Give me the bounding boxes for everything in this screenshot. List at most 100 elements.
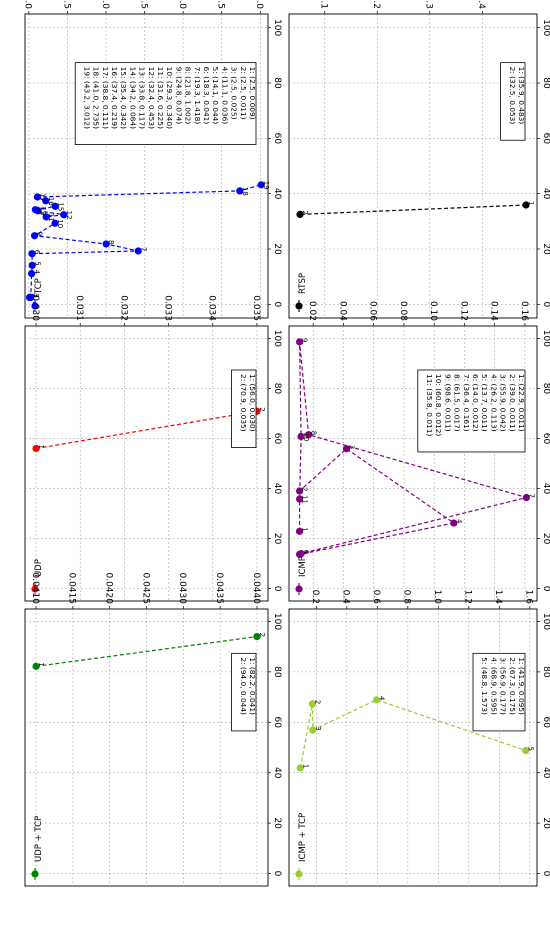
point-label: 9	[301, 338, 309, 342]
y-tick-label: 0.6	[371, 590, 381, 605]
y-tick-label: 0.031	[74, 295, 84, 321]
annotation-line: 11: (35.8, 0.011)	[425, 374, 434, 436]
annotation-line: 2: (70.9, 0.035)	[239, 374, 248, 432]
annotation-line: 2: (39.0, 0.011)	[508, 374, 517, 432]
annotation-line: 17: (38.8, 0.111)	[101, 67, 110, 129]
annotation-line: 15: (35.4, 0.342)	[119, 67, 128, 129]
x-tick-label: 80	[272, 666, 282, 678]
data-point	[236, 187, 244, 195]
data-point	[295, 338, 304, 346]
x-tick-label: 40	[541, 483, 550, 495]
point-label: 5	[33, 261, 41, 265]
data-point	[33, 193, 42, 201]
y-axis: 0.1 0.2 0.3 0.4	[319, 0, 486, 318]
x-tick-label: 20	[272, 243, 282, 255]
y-tick-label: 0.0430	[177, 573, 187, 605]
series-line	[35, 410, 258, 450]
y-tick-label: 0.032	[118, 295, 128, 321]
point-label: 16	[47, 197, 55, 206]
y-tick-label: 0.0420	[104, 573, 114, 605]
y-tick-label: 2.5	[216, 0, 226, 9]
annotation-box: 1: (22.9, 0.011)2: (39.0, 0.011)3: (55.9…	[417, 369, 526, 453]
y-tick-label: 2.0	[177, 0, 187, 9]
data-point	[102, 240, 110, 248]
x-tick-label: 0	[541, 586, 550, 592]
x-axis: 0 20 40 60 80 100	[289, 330, 550, 592]
x-tick-label: 40	[541, 188, 550, 200]
annotation-box: 1: (56.0, 0.030)2: (70.9, 0.035)	[231, 369, 257, 448]
point-label: 15	[56, 202, 64, 211]
point-label: 9	[36, 232, 44, 236]
x-tick-label: 40	[541, 767, 550, 779]
y-tick-label: 0.0425	[140, 573, 150, 605]
x-tick-label: 100	[272, 19, 282, 36]
point-label: 10	[302, 432, 310, 441]
y-tick-label: 0.3	[424, 0, 434, 9]
point-label: 4	[378, 696, 386, 701]
x-tick-label: 100	[541, 19, 550, 36]
annotation-line: 5: (48.8, 1.573)	[480, 657, 489, 715]
y-tick-label: 0.4	[476, 0, 486, 9]
y-axis: 0.2 0.4 0.6 0.8 1.0 1.2 1.4 1.6	[310, 590, 534, 886]
x-tick-label: 20	[541, 243, 550, 255]
data-point	[32, 444, 40, 453]
y-tick-label: 1.6	[524, 590, 534, 605]
point-label: 13	[39, 207, 47, 216]
annotation-line: 16: (37.4, 0.219)	[110, 67, 119, 129]
annotation-line: 7: (36.4, 0.161)	[462, 374, 471, 432]
y-tick-label: 0.12	[458, 301, 468, 321]
x-tick-label: 60	[272, 717, 282, 729]
annotation-frame	[472, 652, 526, 732]
annotation-line: 13: (33.8, 0.117)	[138, 67, 147, 129]
data-point	[28, 250, 36, 258]
annotation-line: 1: (41.9, 0.095)	[517, 657, 526, 715]
point-label: 6	[302, 550, 310, 555]
data-point	[522, 201, 530, 209]
y-tick-label: 0.1	[319, 0, 329, 9]
annotation-line: 2: (2.5, 0.011)	[239, 67, 248, 120]
legend-label: TCP	[34, 278, 44, 295]
x-tick-label: 20	[541, 817, 550, 829]
y-tick-label: 1.5	[138, 0, 148, 9]
point-label: 1	[31, 293, 39, 297]
y-tick-label: 0.0440	[251, 573, 261, 605]
annotation-line: 12: (32.4, 0.453)	[147, 67, 156, 129]
x-tick-label: 80	[272, 77, 282, 89]
data-point	[134, 247, 142, 255]
annotation-line: 1: (82.2, 0.041)	[248, 657, 257, 715]
data-point	[295, 495, 304, 503]
point-label: 1	[301, 527, 309, 531]
y-tick-label: 0.4	[341, 590, 351, 605]
x-tick-label: 0	[272, 871, 282, 877]
plot-area	[24, 325, 269, 602]
y-tick-label: 1.0	[100, 0, 110, 9]
data-point	[522, 746, 530, 755]
x-tick-label: 60	[541, 433, 550, 445]
point-label: 1	[37, 444, 45, 448]
data-point	[295, 487, 304, 495]
point-label: 7	[139, 247, 147, 251]
x-tick-label: 80	[541, 77, 550, 89]
legend-marker	[295, 585, 303, 593]
legend-label: ICMP + TCP	[298, 813, 308, 862]
annotation-line: 5: (13.7, 0.011)	[480, 374, 489, 432]
x-tick-label: 80	[541, 383, 550, 395]
y-tick-label: 0.08	[398, 301, 408, 321]
annotation-frame	[500, 62, 526, 141]
y-tick-label: 1.2	[463, 590, 473, 604]
point-label: 14	[36, 206, 44, 215]
annotation-line: 10: (29.3, 0.340)	[165, 67, 174, 129]
point-label: 2	[258, 633, 266, 637]
plot-area	[24, 608, 269, 887]
y-tick-label: 0.033	[162, 295, 172, 321]
point-label: 8	[107, 240, 115, 244]
x-tick-label: 100	[272, 330, 282, 347]
annotation-line: 1: (56.0, 0.030)	[248, 374, 257, 432]
x-tick-label: 60	[272, 433, 282, 445]
point-label: 2	[313, 700, 321, 704]
point-label: 1	[527, 201, 535, 205]
x-tick-label: 0	[541, 301, 550, 307]
annotation-box: 1: (35.9, 0.483)2: (32.5, 0.053)	[500, 62, 526, 141]
